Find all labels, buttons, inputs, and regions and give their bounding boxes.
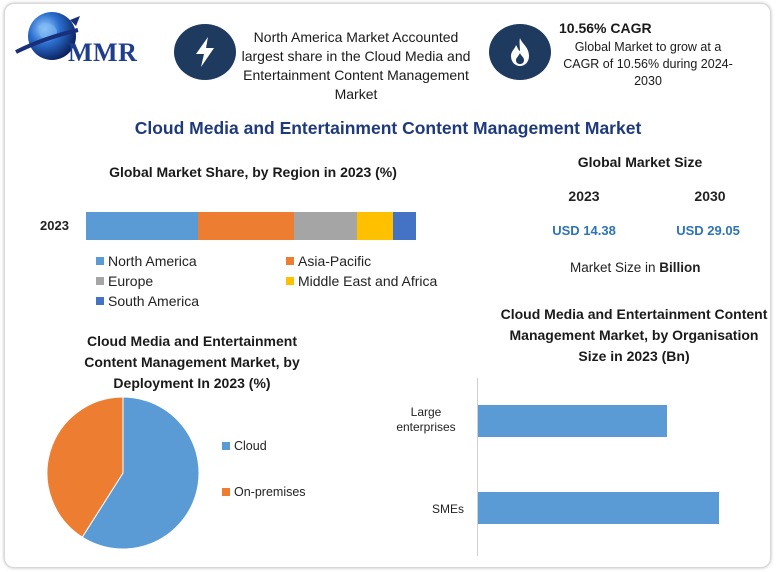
- region-segment-europe: [293, 212, 357, 240]
- region-segment-asia-pacific: [198, 212, 294, 240]
- pie-legend-on-premises: On-premises: [222, 485, 306, 499]
- region-segment-south-america: [392, 212, 416, 240]
- pie-slice-on-premises: [46, 396, 124, 538]
- org-bar-smes: [478, 492, 719, 524]
- deployment-chart-title: Cloud Media and Entertainment Content Ma…: [84, 333, 300, 391]
- market-size-year-2023: 2023: [568, 188, 600, 204]
- legend-swatch: [286, 277, 294, 285]
- region-segment-middle-east-and-africa: [356, 212, 393, 240]
- legend-swatch: [96, 257, 104, 265]
- legend-label: Europe: [108, 273, 154, 289]
- region-bar-category: 2023: [40, 218, 69, 233]
- market-size-value-2030: USD 29.05: [676, 223, 740, 238]
- legend-item-north-america: North America: [96, 253, 197, 269]
- legend-label: On-premises: [234, 485, 306, 499]
- cagr-title: 10.56% CAGR: [559, 20, 652, 36]
- legend-swatch: [222, 488, 230, 496]
- market-size-note: Market Size in Billion: [570, 260, 701, 275]
- legend-item-europe: Europe: [96, 273, 153, 289]
- region-chart-title: Global Market Share, by Region in 2023 (…: [109, 164, 397, 180]
- legend-swatch: [96, 297, 104, 305]
- legend-swatch: [222, 442, 230, 450]
- region-stacked-bar: [86, 212, 416, 240]
- market-size-title: Global Market Size: [577, 154, 703, 170]
- main-title: Cloud Media and Entertainment Content Ma…: [134, 118, 642, 138]
- legend-item-asia-pacific: Asia-Pacific: [286, 253, 371, 269]
- legend-item-middle-east-and-africa: Middle East and Africa: [286, 273, 437, 289]
- org-bar-large-enterprises: [478, 405, 668, 437]
- legend-swatch: [96, 277, 104, 285]
- legend-label: Asia-Pacific: [298, 253, 372, 269]
- region-segment-north-america: [86, 212, 199, 240]
- legend-label: South America: [108, 293, 200, 309]
- market-size-year-2030: 2030: [694, 188, 726, 204]
- legend-label: North America: [108, 253, 197, 269]
- org-chart-axis: [477, 378, 478, 556]
- share-icon-badge: [174, 24, 236, 80]
- globe-icon: [15, 12, 80, 60]
- cagr-text: Global Market to grow at a CAGR of 10.56…: [563, 40, 733, 88]
- flame-icon: [511, 38, 529, 66]
- org-category-smes: SMEs: [431, 502, 464, 516]
- share-text: North America Market Accounted largest s…: [241, 29, 471, 102]
- market-size-note-prefix: Market Size in: [570, 260, 660, 275]
- legend-label: Cloud: [234, 439, 267, 453]
- market-size-value-2023: USD 14.38: [552, 223, 616, 238]
- deployment-pie-chart: [46, 396, 200, 550]
- legend-item-south-america: South America: [96, 293, 199, 309]
- lightning-icon: [196, 37, 214, 67]
- pie-legend-cloud: Cloud: [222, 439, 267, 453]
- org-chart-title: Cloud Media and Entertainment Content Ma…: [500, 306, 768, 364]
- market-size-note-unit: Billion: [659, 260, 701, 275]
- mmr-logo: MMR: [14, 8, 164, 70]
- logo-text: MMR: [68, 38, 138, 67]
- legend-label: Middle East and Africa: [298, 273, 438, 289]
- org-category-large: Large enterprises: [396, 405, 456, 434]
- cagr-icon-badge: [489, 24, 551, 80]
- pie-slice-cloud: [81, 396, 200, 550]
- legend-swatch: [286, 257, 294, 265]
